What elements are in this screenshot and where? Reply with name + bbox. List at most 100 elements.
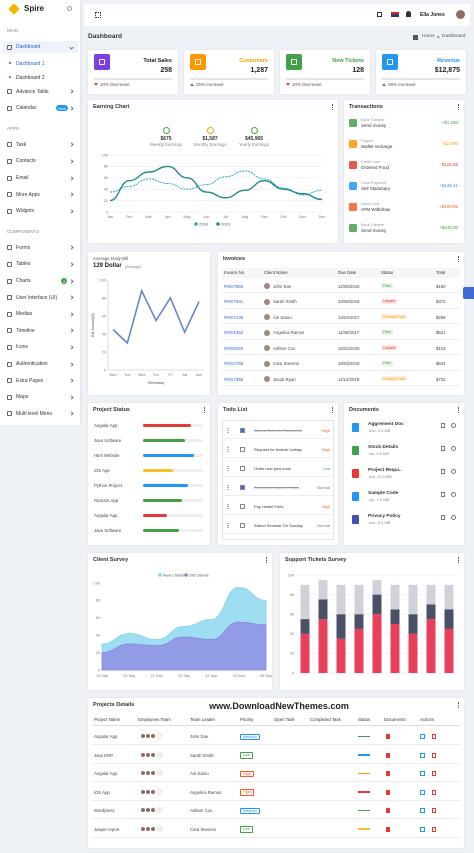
y-tick-label: 80 <box>96 599 100 603</box>
stat-change: 25% Increase <box>196 82 224 87</box>
breadcrumb-item: Dashboard <box>442 34 466 39</box>
project-name: Angular App <box>94 423 118 428</box>
x-tick-label: 21 Sep <box>151 674 163 678</box>
menu-icon <box>7 311 12 317</box>
project-name: Python Project <box>94 483 122 488</box>
x-tick-label: Fri <box>168 373 172 377</box>
stat-change: 10% Decrease <box>292 82 322 87</box>
doc-meta: .xls, 2.5 MB <box>368 451 389 456</box>
x-tick-label: Feb <box>126 215 133 219</box>
headline-note: (Average) <box>125 264 142 269</box>
table-header: Employees Team <box>138 717 171 722</box>
stat-card: Total Sales 258 10% Decrease <box>88 50 178 94</box>
home-icon <box>413 35 418 40</box>
y-tick-label: 40 <box>290 632 294 636</box>
status-badge: Paid <box>381 329 393 335</box>
row-line <box>222 338 460 339</box>
team-leader: Cara Stevens <box>190 826 217 832</box>
tx-icon <box>349 182 357 190</box>
x-tick-label: Apr <box>165 215 172 219</box>
chevron <box>69 395 74 400</box>
headline: 129 Dollar <box>93 263 122 269</box>
todo-card: Todo List Submit Science Homework High Requ… <box>218 403 338 545</box>
chevron <box>69 345 74 350</box>
tx-desc: Sell Stationary <box>361 186 391 191</box>
menu-item: Multi level Menu <box>16 410 53 417</box>
row-line <box>223 495 333 496</box>
team-leader: Angelica Ramos <box>190 789 222 795</box>
chart-area: 0 20 40 60 80 100 Jan Feb Mar Apr May Jun Jul Aug Sep O… <box>88 100 338 243</box>
y-tick-label: 0 <box>292 671 294 675</box>
table-header: Team Leader <box>190 717 216 722</box>
bar-segment <box>390 624 400 673</box>
project-name: Jasper report <box>94 826 120 832</box>
menu-icon <box>7 411 12 417</box>
card-title: Transactions <box>349 104 383 110</box>
team-avatar <box>150 770 156 776</box>
table-header-bg <box>222 268 460 278</box>
menu-item: Contacts <box>16 158 36 165</box>
team-leader: Ashton Cox <box>190 808 213 813</box>
section-title: APPS <box>7 125 20 131</box>
project-name: Java ERP <box>94 752 114 758</box>
legend-swatch <box>194 222 198 226</box>
x-tick-label: May <box>183 215 190 219</box>
table-cell: 19/03/2018 <box>338 361 360 366</box>
menu-item: Medias <box>16 311 33 318</box>
y-tick-label: 60 <box>102 314 106 318</box>
project-name: Java Software <box>94 528 122 533</box>
menu-item: Timeline <box>16 327 35 334</box>
doc-meta: .zip, 1.5 MB <box>368 497 390 502</box>
menu-icon <box>7 105 12 111</box>
project-name: Java Software <box>94 438 122 443</box>
table-cell: $123 <box>436 345 446 351</box>
checkbox <box>240 466 245 471</box>
delete-icon <box>432 826 436 832</box>
client-avatar <box>264 314 270 320</box>
progress-bar <box>143 424 191 427</box>
stat-icon <box>190 54 206 70</box>
tx-desc: ATM Withdraw <box>361 207 391 212</box>
y-tick-label: 0 <box>98 668 100 672</box>
priority-badge: Low <box>240 826 253 833</box>
team-more <box>156 807 163 813</box>
chevron <box>69 361 74 367</box>
chart-svg: 0 20 40 60 80 100 <box>288 573 458 675</box>
row-line <box>92 799 460 800</box>
tx-desc: Send money <box>361 228 387 233</box>
doc-icon <box>386 771 390 776</box>
status-bar <box>358 772 370 774</box>
invoice-link: #INV1462 <box>224 330 244 335</box>
chevron <box>69 192 74 197</box>
bar-segment <box>426 584 436 605</box>
table-cell: 14/04/2017 <box>338 314 360 320</box>
table-header: Due Date <box>338 270 357 275</box>
table-cell: $521 <box>436 330 446 335</box>
menu-dots <box>457 702 460 708</box>
legend-label: Old Clients <box>189 572 209 577</box>
chart-area: 0 20 40 60 80 100 19 Sep 20 Sep 21 Sep 22 Sep 23 S… <box>88 553 272 690</box>
projects-card: Projects Details Project Name Employees Te… <box>88 698 464 848</box>
bar-segment <box>444 628 454 673</box>
todo-priority: Low <box>322 466 330 471</box>
x-tick-label: Jul <box>223 215 228 219</box>
invoice-link: #INV7931 <box>224 299 244 304</box>
tx-type: Paypal <box>361 139 373 143</box>
project-status-card: Project Status Angular App Java Software Ht… <box>88 403 210 545</box>
active-item <box>2 41 78 53</box>
more-icon <box>451 515 456 520</box>
priority-badge: Medium <box>240 733 260 741</box>
y-tick-label: 60 <box>96 616 100 620</box>
x-tick-label: Oct <box>280 215 287 219</box>
menu-badge: New <box>56 105 69 112</box>
more-icon <box>451 492 456 497</box>
chevron <box>69 262 74 267</box>
menu-item: Forms <box>16 244 31 251</box>
menu-icon <box>7 142 12 148</box>
doc-name: Privacy Policy <box>368 514 401 519</box>
x-tick-label: Dec <box>319 215 326 219</box>
bar-segment <box>426 604 436 620</box>
project-name: Angular App <box>94 734 118 739</box>
priority-badge: Medium <box>240 807 260 815</box>
